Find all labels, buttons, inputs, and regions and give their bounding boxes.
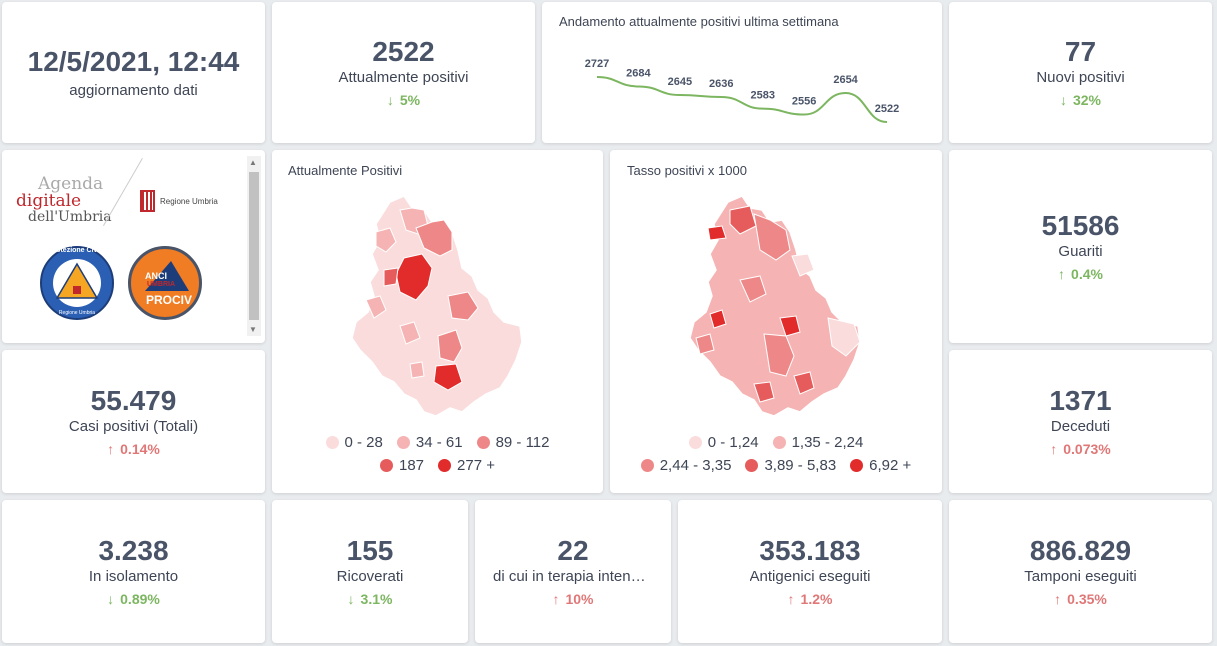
trend-data-label: 2522: [875, 103, 899, 115]
legend-item: 277 +: [438, 457, 495, 474]
logos-scrollbar[interactable]: ▲ ▼: [247, 156, 261, 336]
map2-title: Tasso positivi x 1000: [627, 163, 747, 178]
ricoverati-card[interactable]: 155 Ricoverati ↓ 3.1%: [272, 500, 468, 643]
stat-value: 55.479: [90, 385, 177, 417]
trend-line: [596, 76, 888, 123]
trend-card: Andamento attualmente positivi ultima se…: [542, 2, 942, 143]
stat-delta: ↑ 0.073%: [1050, 440, 1111, 457]
umbria-map-tasso[interactable]: [610, 150, 942, 493]
stat-label: Deceduti: [1050, 417, 1111, 435]
map2-legend: 0 - 1,24 1,35 - 2,24 2,44 - 3,35 3,89 - …: [610, 434, 942, 480]
legend-item: 2,44 - 3,35: [640, 457, 731, 474]
stat-delta: ↓ 3.1%: [347, 590, 393, 607]
stat-value: 886.829: [1029, 535, 1132, 567]
map1-title: Attualmente Positivi: [288, 163, 403, 178]
stat-delta: ↑ 0.4%: [1058, 265, 1103, 282]
stat-delta: ↓ 5%: [386, 91, 421, 108]
antigenici-card[interactable]: 353.183 Antigenici eseguiti ↑ 1.2%: [678, 500, 942, 643]
map-attualmente-positivi-card: Attualmente Positivi 0 - 28 34 - 61 89 -…: [272, 150, 603, 493]
stat-value: 353.183: [759, 535, 861, 567]
stat-delta: ↑ 1.2%: [787, 590, 833, 607]
stat-label: In isolamento: [88, 567, 179, 585]
deceduti-card[interactable]: 1371 Deceduti ↑ 0.073%: [949, 350, 1212, 493]
trend-title: Andamento attualmente positivi ultima se…: [559, 14, 839, 29]
umbria-map-positivi[interactable]: [272, 150, 603, 493]
arrow-up-icon: ↑: [1054, 590, 1062, 607]
arrow-down-icon: ↓: [347, 590, 355, 607]
stat-value: 3.238: [98, 535, 169, 567]
arrow-up-icon: ↑: [552, 590, 560, 607]
anci-umbria-logo: ANCI UMBRIA PROCIV: [128, 246, 202, 320]
legend-item: 187: [380, 457, 424, 474]
stat-value: 51586: [1041, 210, 1120, 242]
trend-data-label: 2583: [750, 90, 774, 102]
stat-label: Ricoverati: [336, 567, 404, 585]
legend-item: 3,89 - 5,83: [745, 457, 836, 474]
scroll-up-icon[interactable]: ▲: [249, 158, 257, 167]
arrow-down-icon: ↓: [1059, 91, 1067, 108]
stat-delta: ↑ 10%: [552, 590, 594, 607]
trend-data-label: 2556: [792, 96, 816, 108]
regione-umbria-logo: Regione Umbria: [140, 190, 218, 212]
stat-label: Antigenici eseguiti: [749, 567, 871, 585]
stat-delta: ↓ 32%: [1059, 91, 1102, 108]
map-tasso-positivi-card: Tasso positivi x 1000 0 - 1,24 1,35 - 2,…: [610, 150, 942, 493]
stat-label: Tamponi eseguiti: [1024, 567, 1137, 585]
update-datetime: 12/5/2021, 12:44: [27, 46, 240, 77]
stat-value: 155: [346, 535, 394, 567]
agenda-digitale-logo: Agenda digitale dell'Umbria: [16, 174, 112, 225]
tamponi-card[interactable]: 886.829 Tamponi eseguiti ↑ 0.35%: [949, 500, 1212, 643]
nuovi-positivi-card[interactable]: 77 Nuovi positivi ↓ 32%: [949, 2, 1212, 143]
arrow-down-icon: ↓: [386, 91, 394, 108]
legend-item: 1,35 - 2,24: [772, 434, 863, 451]
stat-delta: ↑ 0.14%: [107, 440, 160, 457]
casi-totali-card[interactable]: 55.479 Casi positivi (Totali) ↑ 0.14%: [2, 350, 265, 493]
logos-card: Agenda digitale dell'Umbria Regione Umbr…: [2, 150, 265, 343]
stat-label: di cui in terapia intensiva: [493, 567, 653, 585]
guariti-card[interactable]: 51586 Guariti ↑ 0.4%: [949, 150, 1212, 343]
legend-item: 0 - 28: [325, 434, 383, 451]
stat-label: Casi positivi (Totali): [68, 417, 199, 435]
stat-label: Guariti: [1058, 242, 1103, 260]
legend-item: 0 - 1,24: [688, 434, 759, 451]
legend-item: 89 - 112: [476, 434, 550, 451]
map1-legend: 0 - 28 34 - 61 89 - 112 187 277 +: [272, 434, 603, 480]
isolamento-card[interactable]: 3.238 In isolamento ↓ 0.89%: [2, 500, 265, 643]
terapia-intensiva-card[interactable]: 22 di cui in terapia intensiva ↑ 10%: [475, 500, 671, 643]
arrow-up-icon: ↑: [1058, 265, 1066, 282]
trend-data-label: 2684: [626, 67, 651, 79]
trend-chart: 2727 2684 2645 2636 2583 2556 2654 2522: [585, 58, 899, 123]
arrow-up-icon: ↑: [107, 440, 115, 457]
stat-delta: ↑ 0.35%: [1054, 590, 1107, 607]
stat-delta: ↓ 0.89%: [107, 590, 160, 607]
arrow-down-icon: ↓: [107, 590, 115, 607]
trend-data-label: 2645: [668, 76, 692, 88]
legend-item: 6,92 +: [850, 457, 911, 474]
update-label: aggiornamento dati: [69, 82, 198, 99]
stat-label: Attualmente positivi: [338, 68, 469, 86]
scroll-thumb[interactable]: [249, 172, 259, 320]
trend-data-label: 2654: [833, 74, 858, 86]
stat-value: 2522: [372, 36, 435, 68]
arrow-up-icon: ↑: [787, 590, 795, 607]
legend-item: 34 - 61: [396, 434, 463, 451]
protezione-civile-logo: Protezione Civile Regione Umbria: [40, 246, 114, 320]
trend-data-label: 2727: [585, 58, 609, 70]
update-card: 12/5/2021, 12:44 aggiornamento dati: [2, 2, 265, 143]
stat-label: Nuovi positivi: [1036, 68, 1125, 86]
regione-emblem-icon: [140, 190, 155, 212]
stat-value: 77: [1064, 36, 1097, 68]
attualmente-positivi-card[interactable]: 2522 Attualmente positivi ↓ 5%: [272, 2, 535, 143]
stat-value: 22: [557, 535, 589, 567]
arrow-up-icon: ↑: [1050, 440, 1058, 457]
stat-value: 1371: [1049, 385, 1112, 417]
trend-data-label: 2636: [709, 78, 733, 90]
scroll-down-icon[interactable]: ▼: [249, 325, 257, 334]
